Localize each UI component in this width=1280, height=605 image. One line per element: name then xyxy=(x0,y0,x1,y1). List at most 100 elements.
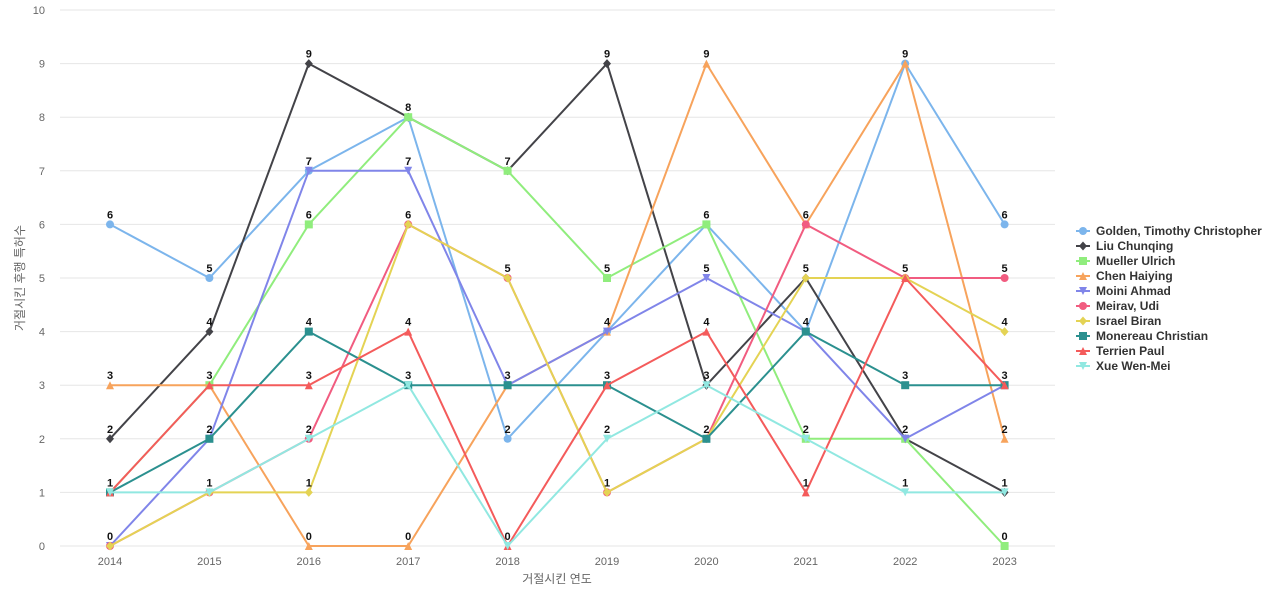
point-xue-wen-mei-2022[interactable] xyxy=(901,488,910,497)
point-monereau-christian-2016[interactable] xyxy=(304,327,313,336)
point-mueller-ulrich-2018[interactable] xyxy=(503,166,512,175)
data-label-2023-0: 0 xyxy=(1002,531,1008,543)
point-monereau-christian-2018[interactable] xyxy=(503,381,512,390)
legend-swatch-marker xyxy=(1079,347,1087,355)
point-monereau-christian-2022[interactable] xyxy=(901,381,910,390)
legend-item-chen-haiying[interactable]: Chen Haiying xyxy=(1076,269,1173,283)
point-meirav-udi-2023[interactable] xyxy=(1000,274,1009,282)
legend-item-israel-biran[interactable]: Israel Biran xyxy=(1076,314,1161,328)
data-label-2021-4: 4 xyxy=(803,317,810,329)
point-terrien-paul-2023[interactable] xyxy=(1000,381,1009,390)
point-liu-chunqing-2016[interactable] xyxy=(304,59,313,69)
point-terrien-paul-2017[interactable] xyxy=(404,327,413,336)
point-xue-wen-mei-2016[interactable] xyxy=(304,434,313,443)
point-monereau-christian-2020[interactable] xyxy=(702,434,711,443)
point-terrien-paul-2022[interactable] xyxy=(901,274,910,282)
point-moini-ahmad-2020[interactable] xyxy=(702,274,711,282)
point-xue-wen-mei-2014[interactable] xyxy=(106,488,114,497)
legend-swatch-marker xyxy=(1079,257,1087,265)
point-mueller-ulrich-2017[interactable] xyxy=(404,113,413,122)
x-tick-labels: 2014 2015 2016 2017 2018 2019 2020 2021 2022 2023 xyxy=(98,556,1017,568)
data-label-2016-9: 9 xyxy=(306,49,312,61)
point-moini-ahmad-2022[interactable] xyxy=(901,434,910,443)
point-monereau-christian-2021[interactable] xyxy=(801,327,810,336)
point-xue-wen-mei-2017[interactable] xyxy=(404,381,413,390)
point-israel-biran-2021[interactable] xyxy=(801,273,810,283)
point-chen-haiying-2014[interactable] xyxy=(106,381,114,390)
legend-swatch-marker xyxy=(1079,287,1087,295)
data-label-2023-1: 1 xyxy=(1002,477,1008,489)
legend-item-liu-chunqing[interactable]: Liu Chunqing xyxy=(1076,239,1173,253)
point-golden-timothy-christopher-2014[interactable] xyxy=(106,220,114,229)
point-terrien-paul-2016[interactable] xyxy=(304,381,313,390)
point-terrien-paul-2015[interactable] xyxy=(205,381,214,390)
x-axis-title: 거절시킨 연도 xyxy=(522,572,592,586)
point-xue-wen-mei-2020[interactable] xyxy=(702,381,711,390)
legend-item-monereau-christian[interactable]: Monereau Christian xyxy=(1076,329,1208,343)
point-moini-ahmad-2017[interactable] xyxy=(404,166,413,175)
point-moini-ahmad-2016[interactable] xyxy=(304,166,313,175)
point-israel-biran-2014[interactable] xyxy=(106,541,114,551)
point-moini-ahmad-2019[interactable] xyxy=(603,327,611,336)
point-mueller-ulrich-2020[interactable] xyxy=(702,220,711,229)
legend-item-moini-ahmad[interactable]: Moini Ahmad xyxy=(1076,284,1171,298)
point-golden-timothy-christopher-2015[interactable] xyxy=(205,274,214,282)
y-tick-label-4: 4 xyxy=(39,327,45,339)
point-golden-timothy-christopher-2018[interactable] xyxy=(503,434,512,443)
point-chen-haiying-2017[interactable] xyxy=(404,542,413,550)
legend-label: Xue Wen-Mei xyxy=(1096,359,1170,373)
legend-item-meirav-udi[interactable]: Meirav, Udi xyxy=(1076,299,1159,313)
point-monereau-christian-2015[interactable] xyxy=(205,434,214,443)
point-israel-biran-2017[interactable] xyxy=(404,219,413,229)
series-line-xue-wen-mei xyxy=(110,384,1005,547)
data-label-2016-6: 6 xyxy=(306,209,312,221)
point-xue-wen-mei-2018[interactable] xyxy=(503,542,512,550)
point-liu-chunqing-2014[interactable] xyxy=(106,434,114,444)
legend-item-mueller-ulrich[interactable]: Mueller Ulrich xyxy=(1076,254,1175,268)
point-liu-chunqing-2019[interactable] xyxy=(603,59,611,69)
data-label-2022-9: 9 xyxy=(902,49,908,61)
data-label-2018-0: 0 xyxy=(505,531,511,543)
point-chen-haiying-2022[interactable] xyxy=(901,59,910,68)
data-label-2016-4: 4 xyxy=(306,317,313,329)
point-terrien-paul-2019[interactable] xyxy=(603,381,611,390)
x-tick-label-2019: 2019 xyxy=(595,556,619,568)
series-line-moini-ahmad xyxy=(109,169,1006,547)
point-meirav-udi-2021[interactable] xyxy=(801,220,810,229)
point-mueller-ulrich-2016[interactable] xyxy=(304,220,313,229)
data-label-2015-2: 2 xyxy=(206,424,212,436)
x-tick-label-2015: 2015 xyxy=(197,556,221,568)
point-terrien-paul-2020[interactable] xyxy=(702,327,711,336)
point-xue-wen-mei-2015[interactable] xyxy=(205,488,214,497)
point-xue-wen-mei-2023[interactable] xyxy=(1000,488,1009,497)
point-israel-biran-2016[interactable] xyxy=(304,487,313,497)
point-liu-chunqing-2015[interactable] xyxy=(205,327,214,337)
point-xue-wen-mei-2019[interactable] xyxy=(603,434,611,443)
point-mueller-ulrich-2019[interactable] xyxy=(603,274,611,282)
x-tick-label-2014: 2014 xyxy=(98,556,122,568)
legend-swatch-marker xyxy=(1079,272,1087,280)
point-chen-haiying-2016[interactable] xyxy=(304,542,313,550)
point-chen-haiying-2020[interactable] xyxy=(702,59,711,68)
data-label-2016-2: 2 xyxy=(306,424,312,436)
data-label-2020-2: 2 xyxy=(703,424,709,436)
data-label-2021-6: 6 xyxy=(803,209,809,221)
y-tick-labels: 0 1 2 3 4 5 6 7 8 9 10 xyxy=(33,5,45,553)
data-label-2019-3: 3 xyxy=(604,370,610,382)
point-chen-haiying-2023[interactable] xyxy=(1000,434,1009,443)
legend-item-golden-timothy-christopher[interactable]: Golden, Timothy Christopher xyxy=(1076,224,1262,238)
legend-item-xue-wen-mei[interactable]: Xue Wen-Mei xyxy=(1076,359,1170,373)
point-israel-biran-2019[interactable] xyxy=(603,487,611,497)
legend-item-terrien-paul[interactable]: Terrien Paul xyxy=(1076,344,1164,358)
legend-label: Meirav, Udi xyxy=(1096,299,1159,313)
point-israel-biran-2018[interactable] xyxy=(503,273,512,283)
data-label-2021-2: 2 xyxy=(803,424,809,436)
y-tick-label-7: 7 xyxy=(39,166,45,178)
point-israel-biran-2023[interactable] xyxy=(1000,327,1009,337)
point-mueller-ulrich-2023[interactable] xyxy=(1000,542,1009,550)
point-golden-timothy-christopher-2023[interactable] xyxy=(1000,220,1009,229)
point-terrien-paul-2021[interactable] xyxy=(801,488,810,497)
point-xue-wen-mei-2021[interactable] xyxy=(801,434,810,443)
